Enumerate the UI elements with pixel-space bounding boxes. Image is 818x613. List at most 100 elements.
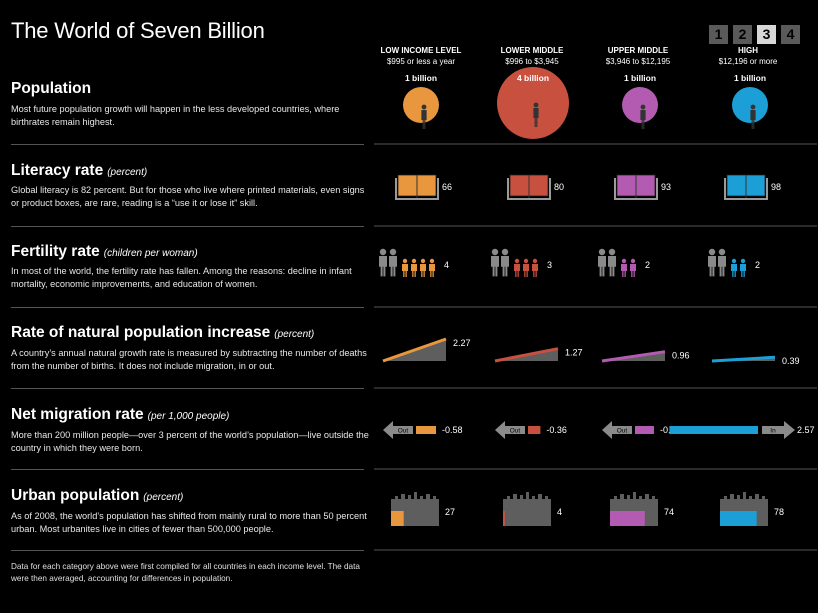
book-page-left [616,174,637,197]
section-desc-natural-increase: A country’s annual natural growth rate i… [11,348,367,371]
fertility-value: 3 [547,260,552,270]
person-icon [640,104,646,110]
parent-figure [718,248,726,256]
section-title-natural-increase: Rate of natural population increase (perc… [11,324,314,342]
fertility-value: 4 [444,260,449,270]
migration-out-label: Out [398,428,409,435]
parent-figure [598,256,606,277]
migration-arrow-body [505,426,525,434]
parent-figure [491,256,499,277]
increase-value: 0.39 [782,356,800,366]
child-figure [514,258,520,264]
urban-value: 4 [557,507,562,517]
child-figure [731,258,737,264]
child-figure [532,264,538,277]
section-desc-population: Most future population growth will happe… [11,104,340,127]
parent-figure [708,256,716,277]
urban-value: 78 [774,507,784,517]
migration-value: -0.58 [442,425,463,435]
child-figure [402,264,408,277]
column-header-upper-middle: UPPER MIDDLE $3,946 to $12,195 [583,45,693,67]
column-range: $3,946 to $12,195 [605,57,671,66]
column-header-lower-middle: LOWER MIDDLE $996 to $3,945 [477,45,587,67]
tab-4[interactable]: 4 [781,25,800,44]
parent-figure [501,256,509,277]
column-name: LOWER MIDDLE [500,46,564,55]
increase-line [494,347,559,363]
child-figure [621,264,627,277]
migration-bar [635,426,654,434]
urban-fill [503,511,505,526]
child-figure [621,258,627,264]
section-desc-literacy: Global literacy is 82 percent. But for t… [11,185,365,208]
book-page-right [745,174,766,197]
person-icon [750,104,756,110]
column-range: $995 or less a year [386,57,456,66]
divider [11,469,364,470]
migration-bar [669,426,758,434]
person-icon [421,104,427,110]
migration-arrow-body [393,426,413,434]
child-figure [514,264,520,277]
urban-value: 74 [664,507,674,517]
column-name: UPPER MIDDLE [607,46,669,55]
population-circle [732,87,768,123]
child-figure [740,264,746,277]
column-name: HIGH [738,46,758,55]
child-figure [523,258,529,264]
column-header-high: HIGH $12,196 or more [693,45,803,67]
book-page-left [726,174,747,197]
person-icon [640,110,646,129]
book-page-right [528,174,549,197]
column-name: LOW INCOME LEVEL [380,46,462,55]
urban-skyline [503,492,551,526]
parent-figure [501,248,509,256]
tab-1[interactable]: 1 [709,25,728,44]
increase-line [711,355,776,363]
column-range: $12,196 or more [718,57,778,66]
population-value: 4 billion [517,73,549,83]
section-unit: (children per woman) [103,248,198,259]
increase-value: 1.27 [565,348,583,358]
migration-value: 2.57 [797,425,815,435]
book-cover [395,178,439,200]
section-title-literacy: Literacy rate (percent) [11,162,147,180]
migration-arrow-body [612,426,632,434]
section-title-text: Rate of natural population increase [11,324,271,341]
section-unit: (per 1,000 people) [147,411,230,422]
section-title-fertility: Fertility rate (children per woman) [11,243,198,261]
divider [11,226,364,227]
migration-out-label: Out [510,428,521,435]
parent-figure [608,256,616,277]
population-value: 1 billion [405,73,437,83]
person-icon [750,110,756,129]
page-title: The World of Seven Billion [11,18,265,43]
book-cover [724,178,768,200]
section-title-text: Urban population [11,487,140,504]
parent-figure [718,256,726,277]
migration-arrow [784,421,795,439]
migration-arrow-body [762,426,784,434]
section-unit: (percent) [143,492,184,503]
page-tabs: 1 2 3 4 [709,25,800,44]
increase-line [382,337,447,363]
section-desc-migration: More than 200 million people—over 3 perc… [11,430,369,453]
fertility-value: 2 [645,260,650,270]
section-desc-urban: As of 2008, the world’s population has s… [11,511,367,534]
child-figure [731,264,737,277]
migration-value: -0.36 [546,425,567,435]
section-unit: (percent) [274,329,315,340]
child-figure [630,258,636,264]
child-figure [532,258,538,264]
increase-line [601,350,666,363]
tab-3[interactable]: 3 [757,25,776,44]
column-header-low: LOW INCOME LEVEL $995 or less a year [366,45,476,67]
tab-2[interactable]: 2 [733,25,752,44]
literacy-value: 80 [554,182,564,192]
parent-figure [708,248,716,256]
divider [11,144,364,145]
parent-figure [379,248,387,256]
migration-bar [416,426,436,434]
section-title-urban: Urban population (percent) [11,487,183,505]
